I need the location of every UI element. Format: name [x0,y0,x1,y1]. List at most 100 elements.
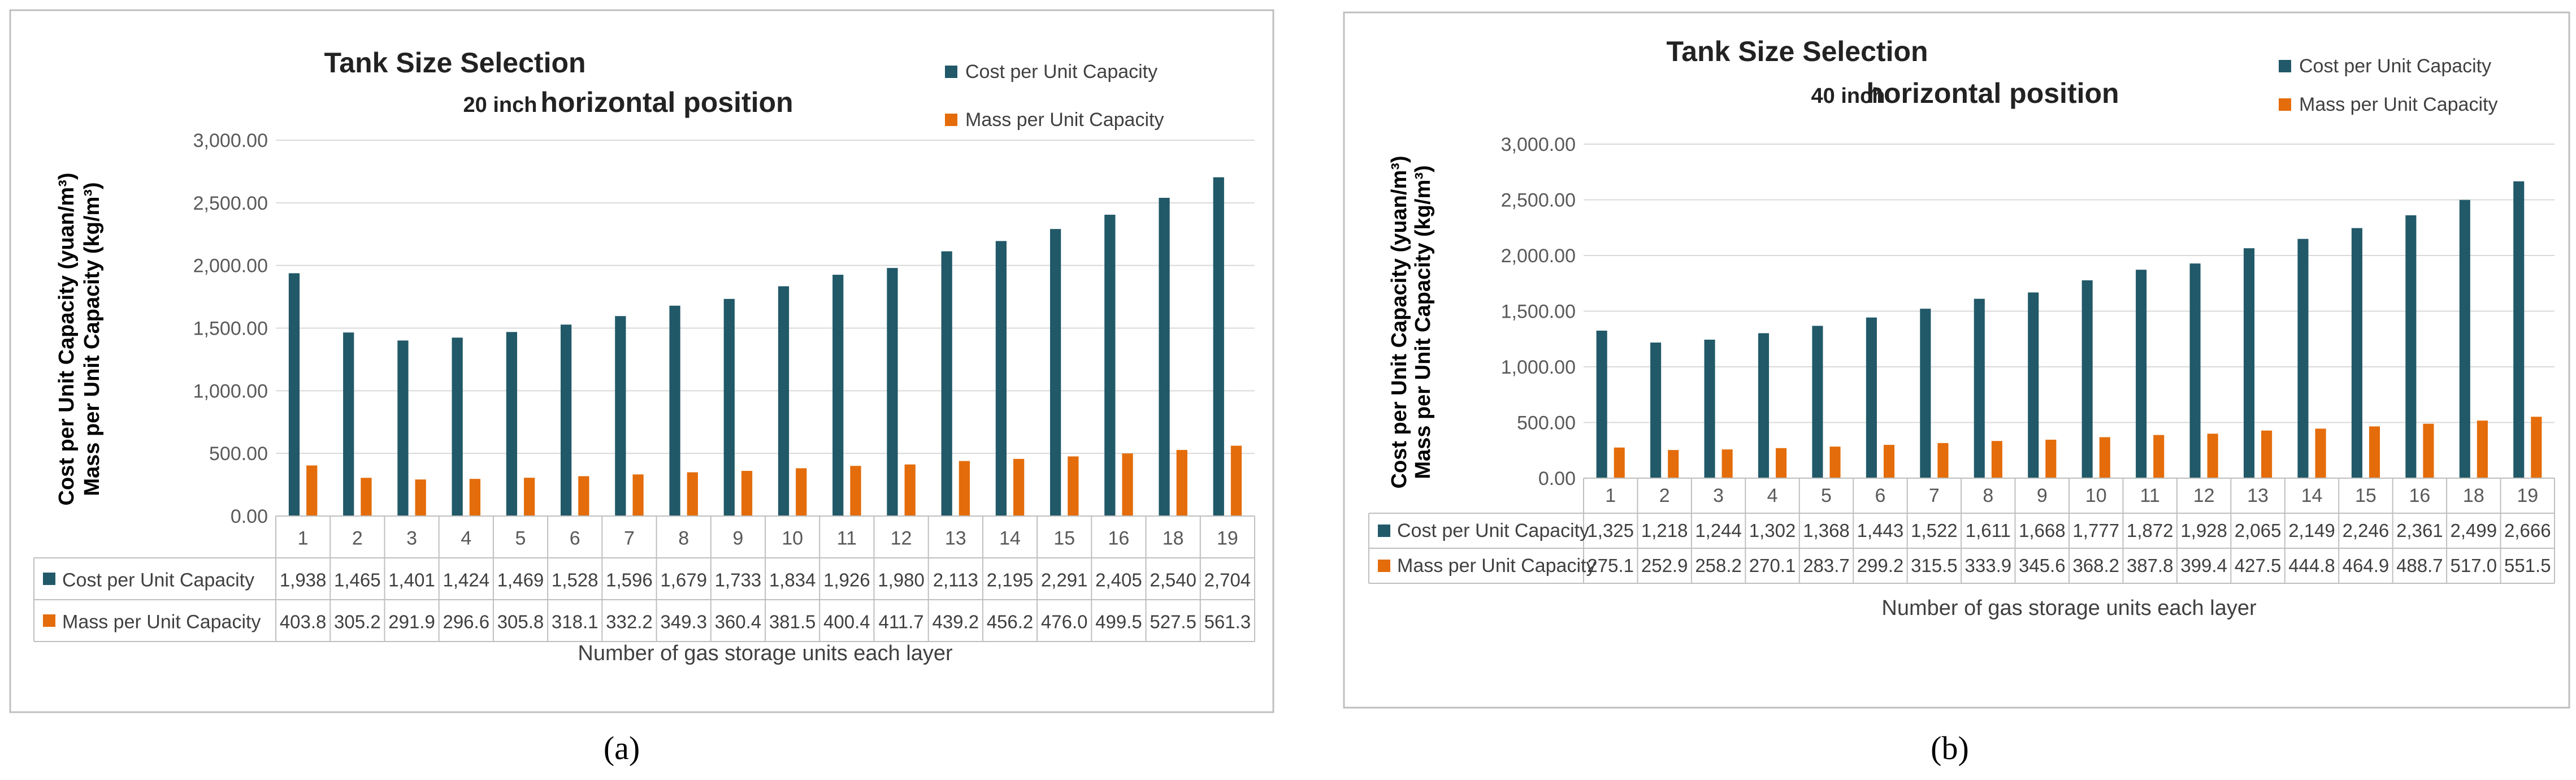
x-tick-label: 10 [2085,485,2107,506]
bar-mass [469,479,481,516]
data-label-cost: 1,465 [334,569,381,590]
data-label-mass: 476.0 [1041,611,1088,632]
bar-mass [850,466,861,516]
table-row-label: Mass per Unit Capacity [1397,555,1595,577]
data-label-cost: 2,499 [2451,520,2497,541]
data-label-cost: 1,733 [715,569,762,590]
x-tick-label: 18 [2463,485,2484,506]
y-axis-label-cost: Cost per Unit Capacity (yuan/m³) [1387,155,1411,488]
x-tick-label: 6 [570,527,580,549]
data-label-mass: 252.9 [1641,555,1688,576]
bar-cost [1050,229,1061,516]
table-legend-swatch-2 [43,614,55,627]
bar-mass [2423,423,2434,478]
chart-subtitle-size: 20 inch [463,93,537,117]
chart-subtitle-size: 40 inch [1811,84,1885,108]
data-label-cost: 1,611 [1966,520,2011,541]
legend-label-2: Mass per Unit Capacity [2299,94,2497,115]
data-label-mass: 411.7 [878,611,923,632]
bar-mass [741,471,753,516]
data-label-cost: 1,980 [878,569,925,590]
data-label-mass: 387.8 [2127,555,2174,576]
y-tick-label: 500.00 [1517,413,1576,434]
data-label-cost: 1,244 [1695,520,1742,541]
data-label-cost: 1,834 [769,569,816,590]
data-label-mass: 332.2 [606,611,653,632]
bar-cost [778,286,790,516]
bar-cost [2243,248,2255,478]
y-tick-label: 1,000.00 [1501,357,1576,378]
bar-cost [723,298,735,516]
chart-border [1343,11,2570,709]
data-label-mass: 381.5 [769,611,816,632]
data-label-mass: 403.8 [280,611,327,632]
legend-label-1: Cost per Unit Capacity [965,61,1157,83]
bar-mass [632,474,644,516]
bar-cost [1596,330,1607,478]
bar-mass [1829,447,1841,478]
bar-cost [832,275,844,516]
chart-panel-b: Tank Size Selection 40 inch horizontal pos… [1339,0,2576,780]
data-label-mass: 360.4 [715,611,762,632]
data-label-cost: 2,195 [987,569,1034,590]
x-tick-label: 1 [298,527,309,549]
bar-mass [904,464,916,516]
legend-label-2: Mass per Unit Capacity [965,109,1164,131]
y-tick-label: 2,000.00 [193,255,268,277]
legend-swatch-2 [2279,98,2291,111]
bar-cost [2351,228,2362,478]
y-tick-label: 1,000.00 [193,380,268,402]
x-tick-label: 11 [2140,485,2160,506]
data-label-mass: 464.9 [2343,555,2389,576]
bar-mass [2261,430,2273,478]
bar-mass [1068,456,1079,516]
bar-mass [796,468,807,516]
y-tick-label: 1,500.00 [193,318,268,340]
caption-a: (a) [603,730,640,766]
bar-cost [2028,292,2039,478]
bar-mass [306,465,318,516]
bar-cost [506,332,517,516]
chart-title: Tank Size Selection [1666,36,1928,67]
data-label-cost: 2,149 [2288,520,2335,541]
data-label-cost: 2,540 [1150,569,1196,590]
x-tick-label: 7 [1929,485,1940,506]
data-label-cost: 2,065 [2235,520,2282,541]
bar-mass [1668,450,1679,478]
data-label-cost: 1,325 [1587,520,1634,541]
bar-mass [2207,434,2218,478]
bar-cost [560,324,572,516]
bar-cost [2513,181,2525,479]
x-tick-label: 2 [352,527,363,549]
data-label-cost: 2,405 [1095,569,1142,590]
bar-mass [2477,421,2488,478]
data-label-cost: 1,926 [823,569,870,590]
y-tick-label: 0.00 [231,506,268,527]
y-tick-label: 2,500.00 [193,193,268,214]
bar-mass [2369,426,2380,478]
table-row-label: Cost per Unit Capacity [62,569,254,591]
bar-mass [1776,448,1787,478]
bar-cost [615,316,626,516]
data-label-cost: 1,522 [1911,520,1958,541]
y-axis-label-mass: Mass per Unit Capacity (kg/m³) [1411,165,1435,479]
y-axis-label-cost: Cost per Unit Capacity (yuan/m³) [55,172,79,505]
bar-mass [1013,458,1025,516]
x-tick-label: 19 [1217,527,1238,549]
bar-cost [941,251,952,516]
chart-subtitle-position: horizontal position [1866,77,2119,109]
data-label-mass: 561.3 [1204,611,1251,632]
data-label-mass: 315.5 [1911,555,1958,576]
x-tick-label: 15 [2355,485,2376,506]
x-tick-label: 13 [945,527,966,549]
data-label-cost: 1,938 [280,569,327,590]
data-label-cost: 1,401 [388,569,435,590]
x-tick-label: 9 [732,527,743,549]
y-tick-label: 500.00 [209,443,268,465]
bar-cost [1974,298,1985,478]
bar-mass [2045,439,2057,478]
data-label-cost: 2,291 [1041,569,1088,590]
bar-cost [1650,343,1662,478]
data-label-cost: 1,528 [552,569,599,590]
